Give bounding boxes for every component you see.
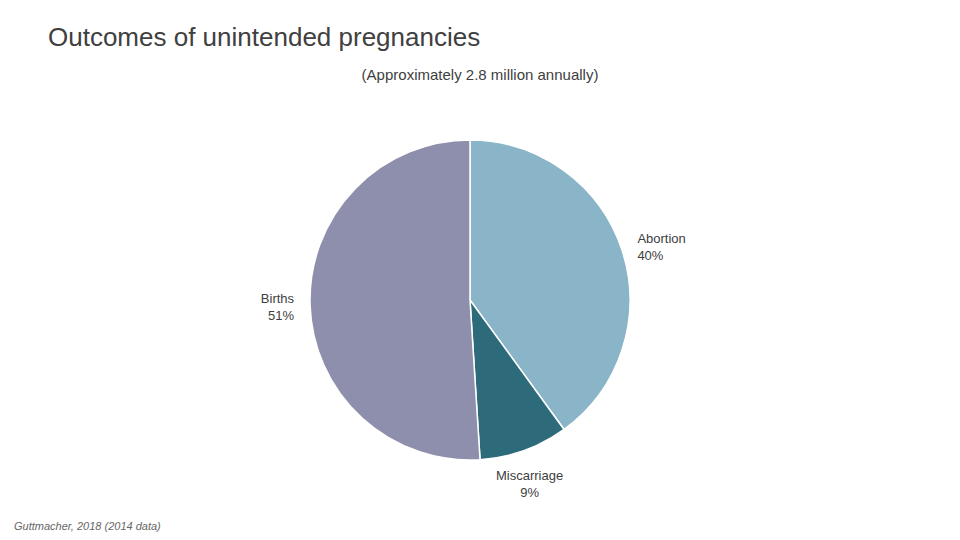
data-label-value: 51% — [268, 308, 294, 323]
footnote: Guttmacher, 2018 (2014 data) — [14, 520, 161, 532]
data-label-category: Abortion — [637, 231, 685, 246]
pie-slice — [310, 140, 480, 460]
data-labels: Abortion 40% Miscarriage 9% Births 51% — [261, 231, 686, 500]
pie — [310, 140, 630, 460]
data-label: Miscarriage 9% — [496, 468, 563, 500]
data-label-category: Births — [261, 291, 295, 306]
data-label-category: Miscarriage — [496, 468, 563, 483]
pie-slice — [470, 300, 564, 460]
subtitle: (Approximately 2.8 million annually) — [362, 66, 599, 83]
data-label: Births 51% — [261, 291, 295, 323]
data-label-value: 40% — [637, 248, 663, 263]
data-label-value: 9% — [520, 485, 539, 500]
title: Outcomes of unintended pregnancies — [48, 22, 480, 52]
chart: Outcomes of unintended pregnancies (Appro… — [0, 0, 960, 540]
data-label: Abortion 40% — [637, 231, 685, 263]
